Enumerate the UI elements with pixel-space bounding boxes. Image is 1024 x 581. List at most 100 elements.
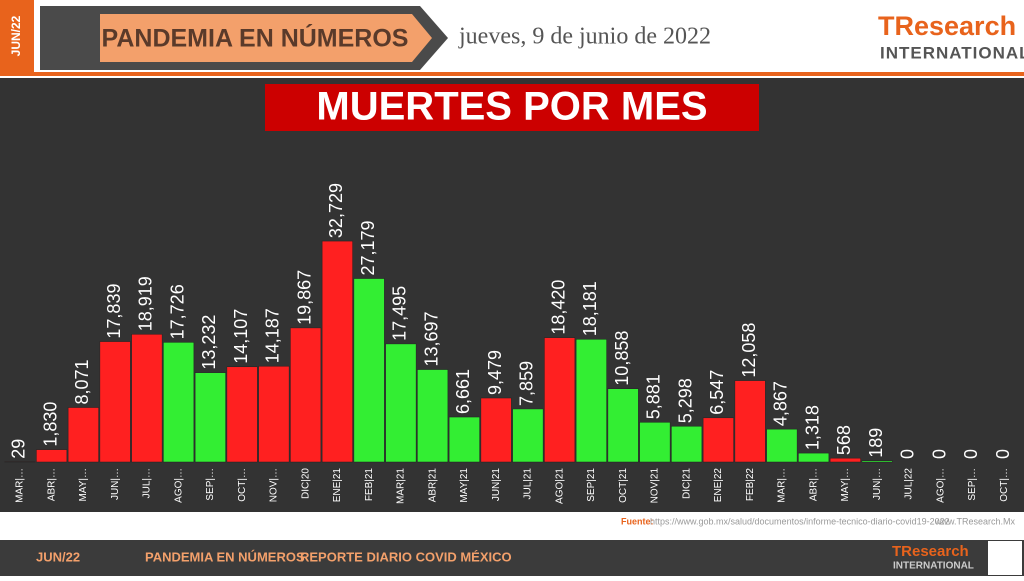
value-label: 14,187 <box>263 308 283 363</box>
x-tick-label: OCT|… <box>237 468 248 502</box>
x-tick-label: JUL|21 <box>523 468 534 500</box>
section-title: PANDEMIA EN NÚMEROS <box>102 23 409 53</box>
x-tick-label: JUN|21 <box>491 468 502 502</box>
value-label: 0 <box>961 449 981 459</box>
x-tick-label: AGO|… <box>173 468 184 503</box>
source-site: www.TResearch.Mx <box>934 516 1016 526</box>
x-tick-label: MAR|… <box>777 468 788 503</box>
x-tick-label: SEP|… <box>205 468 216 501</box>
value-label: 5,298 <box>675 378 695 423</box>
bar <box>227 367 257 462</box>
x-tick-label: NOV|21 <box>650 468 661 504</box>
bar <box>767 429 797 462</box>
x-tick-label: MAY|21 <box>459 468 470 503</box>
value-label: 29 <box>9 439 29 459</box>
bar <box>100 342 130 462</box>
value-label: 18,919 <box>136 276 156 331</box>
value-label: 32,729 <box>326 183 346 238</box>
x-tick-label: MAY|… <box>78 468 89 502</box>
x-tick-label: NOV|… <box>269 468 280 502</box>
x-tick-label: JUL|22 <box>904 468 915 500</box>
x-tick-label: MAR|21 <box>396 468 407 504</box>
value-label: 18,420 <box>548 280 568 335</box>
bar <box>354 279 384 462</box>
value-label: 189 <box>866 428 886 458</box>
bar <box>608 389 638 462</box>
bar <box>195 373 225 462</box>
value-label: 7,859 <box>517 361 537 406</box>
x-tick-label: SEP|… <box>967 468 978 501</box>
bar <box>322 241 352 462</box>
value-label: 0 <box>993 449 1013 459</box>
qr-code <box>988 541 1022 575</box>
x-tick-label: DIC|21 <box>681 468 692 499</box>
value-label: 1,830 <box>40 402 60 447</box>
footer-logo-brand: TResearch <box>892 543 969 560</box>
value-label: 17,495 <box>390 286 410 341</box>
bar <box>417 370 447 462</box>
bar <box>36 450 66 462</box>
bar <box>830 458 860 462</box>
x-tick-label: ENE|21 <box>332 468 343 503</box>
source-url: https://www.gob.mx/salud/documentos/info… <box>650 516 950 526</box>
footer-report: REPORTE DIARIO COVID MÉXICO <box>300 549 512 564</box>
x-tick-label: SEP|21 <box>586 468 597 502</box>
bar <box>576 339 606 462</box>
chart-title: MUERTES POR MES <box>316 85 707 129</box>
bar <box>163 342 193 462</box>
bar <box>862 461 892 462</box>
source-label: Fuente: <box>621 516 654 526</box>
value-label: 6,547 <box>707 370 727 415</box>
value-label: 17,839 <box>104 284 124 339</box>
x-tick-label: JUN|… <box>110 468 121 500</box>
value-label: 27,179 <box>358 220 378 275</box>
bar <box>735 381 765 462</box>
value-label: 9,479 <box>485 350 505 395</box>
bar <box>798 453 828 462</box>
bar <box>703 418 733 462</box>
value-label: 0 <box>898 449 918 459</box>
x-tick-label: MAY|… <box>840 468 851 502</box>
value-label: 14,107 <box>231 309 251 364</box>
value-label: 18,181 <box>580 281 600 336</box>
value-label: 8,071 <box>72 359 92 404</box>
bar <box>513 409 543 462</box>
bar <box>68 408 98 462</box>
footer-logo-sub: INTERNATIONAL <box>893 561 974 572</box>
x-tick-label: ABR|… <box>808 468 819 501</box>
bar <box>671 426 701 462</box>
x-tick-label: JUL|… <box>142 468 153 498</box>
logo-brand: TResearch <box>878 11 1016 41</box>
bar <box>290 328 320 462</box>
x-tick-label: OCT|… <box>999 468 1010 502</box>
bar <box>481 398 511 462</box>
logo-sub: INTERNATIONAL <box>880 43 1024 62</box>
x-tick-label: OCT|21 <box>618 468 629 503</box>
bar <box>640 422 670 462</box>
value-label: 12,058 <box>739 323 759 378</box>
value-label: 568 <box>834 425 854 455</box>
footer-date: JUN/22 <box>36 549 80 564</box>
footer-section: PANDEMIA EN NÚMEROS <box>145 549 305 564</box>
value-label: 10,858 <box>612 331 632 386</box>
x-tick-label: AGO|… <box>935 468 946 503</box>
x-tick-label: ABR|21 <box>427 468 438 503</box>
x-tick-label: ENE|22 <box>713 468 724 503</box>
x-tick-label: ABR|… <box>46 468 57 501</box>
value-label: 13,697 <box>421 311 441 366</box>
value-label: 4,867 <box>771 381 791 426</box>
date: jueves, 9 de junio de 2022 <box>458 24 711 50</box>
x-tick-label: DIC|20 <box>300 468 311 499</box>
header-rule <box>0 72 1024 76</box>
date-tab-text: JUN/22 <box>9 15 23 56</box>
x-tick-label: FEB|22 <box>745 468 756 502</box>
value-label: 6,661 <box>453 369 473 414</box>
bar <box>386 344 416 462</box>
x-tick-label: JUN|… <box>872 468 883 500</box>
value-label: 13,232 <box>199 315 219 370</box>
bar <box>132 334 162 462</box>
value-label: 1,318 <box>802 405 822 450</box>
value-label: 0 <box>929 449 949 459</box>
x-tick-label: FEB|21 <box>364 468 375 502</box>
